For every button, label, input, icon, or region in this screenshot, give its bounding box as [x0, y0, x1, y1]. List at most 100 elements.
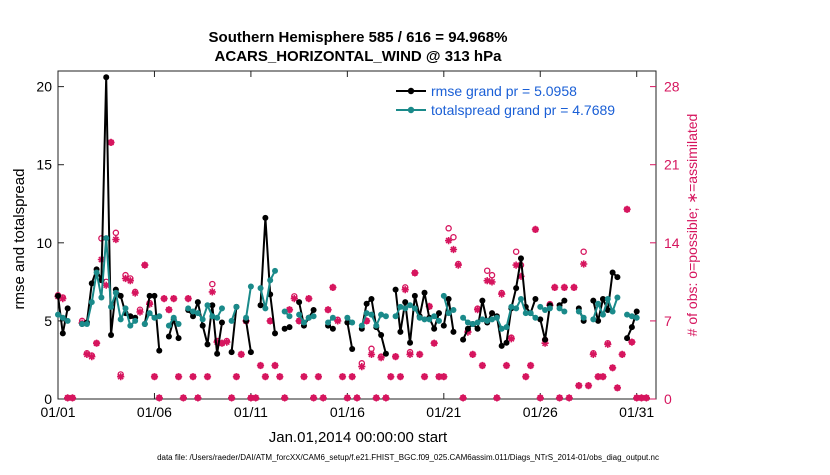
rmse-point: [64, 305, 71, 312]
obs-assimilated-marker: [512, 261, 520, 269]
spread-point: [127, 322, 134, 329]
rmse-point: [628, 324, 635, 331]
spread-point: [108, 303, 115, 310]
obs-assimilated-marker: [319, 394, 327, 402]
obs-assimilated-marker: [285, 306, 294, 314]
rmse-point: [561, 297, 568, 304]
spread-point: [416, 314, 423, 321]
obs-possible-marker: [209, 280, 216, 288]
obs-assimilated-marker: [165, 306, 173, 314]
y-tick-label: 15: [36, 157, 52, 173]
rmse-line: [346, 322, 354, 350]
obs-assimilated-marker: [338, 373, 347, 381]
obs-assimilated-marker: [223, 338, 231, 346]
rmse-line: [462, 257, 537, 347]
spread-point: [484, 317, 491, 324]
spread-point: [537, 303, 544, 310]
spread-point: [300, 319, 307, 326]
obs-assimilated-marker: [469, 350, 477, 358]
rmse-point: [117, 292, 124, 299]
obs-assimilated-marker: [575, 382, 583, 390]
spread-point: [156, 313, 163, 320]
spread-point: [151, 314, 158, 321]
rmse-point: [498, 342, 505, 349]
rmse-point: [633, 308, 640, 315]
spread-point: [575, 308, 582, 315]
spread-point: [103, 235, 110, 242]
obs-assimilated-marker: [203, 373, 212, 381]
rmse-point: [286, 324, 293, 331]
obs-assimilated-marker: [498, 290, 506, 298]
spread-point: [146, 310, 153, 317]
spread-point: [141, 321, 148, 328]
rmse-point: [329, 325, 336, 332]
rmse-point: [59, 330, 66, 337]
rmse-point: [614, 274, 621, 281]
rmse-point: [532, 296, 539, 303]
obs-assimilated-marker: [136, 308, 144, 316]
spread-point: [479, 316, 486, 323]
obs-assimilated-marker: [261, 373, 269, 381]
obs-assimilated-marker: [300, 373, 308, 381]
rmse-point: [590, 297, 597, 304]
spread-point: [209, 313, 216, 320]
obs-assimilated-marker: [565, 394, 573, 402]
obs-assimilated-marker: [160, 295, 168, 303]
rmse-point: [108, 331, 115, 338]
spread-point: [165, 322, 172, 329]
spread-point: [556, 305, 563, 312]
rmse-point: [397, 328, 404, 335]
obs-assimilated-marker: [276, 373, 284, 381]
rmse-point: [474, 325, 481, 332]
spread-point: [498, 325, 505, 332]
rmse-point: [165, 333, 172, 340]
rmse-point: [542, 336, 549, 343]
rmse-point: [460, 336, 467, 343]
obs-assimilated-marker: [474, 306, 482, 314]
spread-point: [527, 310, 534, 317]
spread-point: [624, 311, 631, 318]
rmse-line: [245, 320, 252, 353]
obs-assimilated-marker: [387, 373, 395, 381]
y2-tick-label: 14: [664, 235, 680, 251]
obs-assimilated-marker: [88, 353, 96, 361]
obs-assimilated-marker: [449, 245, 458, 254]
spread-point: [450, 306, 457, 313]
obs-assimilated-marker: [377, 354, 385, 362]
obs-assimilated-marker: [416, 350, 424, 358]
legend-label-rmse: rmse grand pr = 5.0958: [431, 83, 577, 99]
spread-point: [522, 310, 529, 317]
spread-point: [489, 316, 496, 323]
rmse-point: [363, 300, 370, 307]
obs-assimilated-marker: [445, 237, 453, 245]
rmse-point: [214, 350, 221, 357]
obs-assimilated-marker: [420, 373, 429, 381]
chart-subtitle: ACARS_HORIZONTAL_WIND @ 313 hPa: [215, 48, 503, 65]
obs-assimilated-marker: [68, 394, 77, 402]
obs-assimilated-marker: [406, 350, 414, 358]
obs-assimilated-marker: [59, 295, 67, 303]
spread-point: [595, 300, 602, 307]
rmse-point: [262, 214, 269, 221]
spread-point: [373, 322, 380, 329]
obs-assimilated-marker: [146, 300, 154, 308]
obs-assimilated-marker: [570, 283, 578, 291]
plot-frame: [57, 70, 657, 400]
plot-layer: 01/01 01/06 01/11 01/16 01/21 01/26 01/31 0 5 10 1…: [36, 70, 680, 420]
obs-assimilated-marker: [208, 288, 216, 296]
obs-assimilated-marker: [237, 350, 245, 358]
obs-assimilated-marker: [184, 295, 192, 303]
spread-point: [590, 316, 597, 323]
rmse-point: [517, 255, 524, 262]
spread-point: [296, 311, 303, 318]
rmse-point: [411, 292, 418, 299]
rmse-point: [431, 325, 438, 332]
rmse-point: [199, 322, 206, 329]
obs-assimilated-marker: [536, 394, 544, 402]
spread-point: [368, 311, 375, 318]
obs-assimilated-marker: [64, 394, 72, 402]
spread-point: [98, 294, 105, 301]
spread-point: [132, 317, 139, 324]
obs-possible-marker: [445, 225, 452, 232]
obs-assimilated-marker: [256, 361, 265, 370]
